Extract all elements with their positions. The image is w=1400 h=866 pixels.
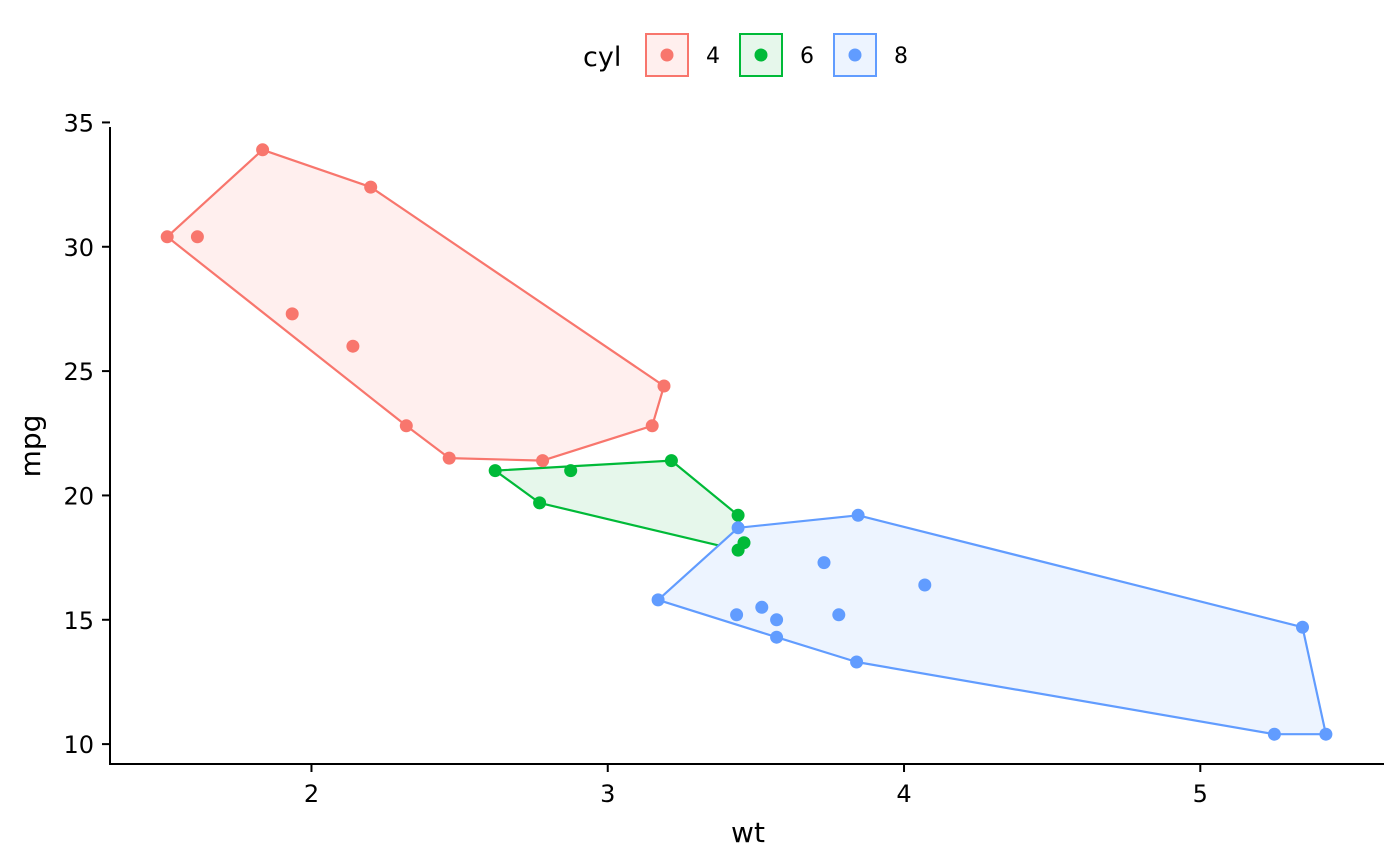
point-cyl-8-12 [651,593,665,607]
axes [109,127,1384,765]
point-cyl-4-10 [536,454,550,468]
point-cyl-8-8 [755,600,769,614]
x-axis-title: wt [731,816,765,849]
points-layer [160,143,1333,741]
point-cyl-8-0 [731,521,745,535]
point-cyl-4-4 [190,230,204,244]
point-cyl-6-1 [564,464,578,478]
legend-dot-cyl-8 [848,48,862,62]
x-tick-label: 4 [896,780,911,808]
y-tick-label: 25 [63,358,94,386]
y-tick-label: 15 [63,607,94,635]
y-tick-label: 30 [63,234,94,262]
point-cyl-8-7 [1296,620,1309,634]
x-ticks: 2 3 4 5 [304,764,1208,808]
point-cyl-6-6 [533,496,547,510]
point-cyl-6-2 [664,454,678,468]
x-tick-label: 5 [1193,780,1208,808]
legend-key-cyl-4 [645,33,689,77]
point-cyl-8-6 [1319,727,1333,741]
y-ticks: 10 15 20 25 30 35 [63,109,110,759]
point-cyl-8-13 [770,613,784,627]
point-cyl-4-7 [285,307,299,321]
legend-title: cyl [583,42,621,73]
point-cyl-4-0 [399,419,413,433]
point-cyl-4-5 [256,143,270,157]
legend-dot-cyl-4 [660,48,674,62]
legend-label-cyl-6: 6 [800,44,814,69]
hull-cyl-6 [494,459,746,552]
legend-label-cyl-8: 8 [894,44,908,69]
point-cyl-6-5 [731,543,745,557]
point-cyl-4-2 [645,419,659,433]
y-tick-label: 35 [63,109,94,137]
legend-label-cyl-4: 4 [706,44,720,69]
point-cyl-8-10 [850,655,864,669]
y-tick-label: 10 [63,731,94,759]
point-cyl-8-1 [770,630,784,644]
hull-cyl-8 [656,514,1328,736]
y-tick-label: 20 [63,482,94,510]
hull-cyl-4 [166,148,666,462]
x-tick-label: 2 [304,780,319,808]
point-cyl-8-11 [851,508,865,522]
point-cyl-8-3 [817,556,831,570]
point-cyl-8-4 [832,608,846,622]
legend-dot-cyl-6 [754,48,768,62]
point-cyl-8-9 [730,608,744,622]
point-cyl-4-9 [160,230,174,244]
hull-layer [166,148,1328,736]
legend: cyl 4 6 8 [583,33,908,77]
point-cyl-4-8 [346,339,360,353]
point-cyl-4-3 [364,180,378,194]
y-axis-title: mpg [14,415,47,478]
point-cyl-4-1 [657,379,671,393]
point-cyl-4-6 [442,451,456,465]
point-cyl-8-2 [918,578,932,592]
point-cyl-8-5 [1267,727,1281,741]
point-cyl-6-3 [731,508,745,522]
point-cyl-6-0 [488,464,502,478]
x-tick-label: 3 [600,780,615,808]
